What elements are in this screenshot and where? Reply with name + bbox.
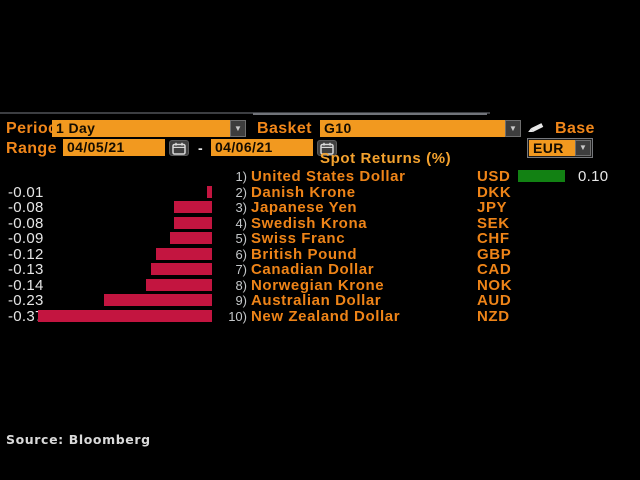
row-rank: 7) bbox=[235, 262, 247, 277]
return-value-negative: -0.37 bbox=[8, 307, 44, 325]
row-rank: 1) bbox=[235, 169, 247, 184]
positive-return-bar bbox=[518, 170, 565, 182]
currency-ticker: GBP bbox=[477, 245, 512, 263]
period-field[interactable]: 1 Day bbox=[52, 120, 230, 137]
currency-ticker: CHF bbox=[477, 230, 510, 247]
chart-title: Spot Returns (%) bbox=[320, 150, 452, 167]
negative-return-bar bbox=[146, 278, 212, 291]
row-rank: 3) bbox=[235, 200, 247, 215]
base-currency-dropdown-arrow-icon[interactable]: ▼ bbox=[575, 140, 591, 156]
currency-row[interactable]: 1) United States Dollar USD 0.10 bbox=[0, 169, 640, 184]
basket-dropdown-arrow-icon[interactable]: ▼ bbox=[505, 120, 521, 137]
return-value-negative: -0.13 bbox=[8, 261, 44, 278]
base-currency-field[interactable]: EUR bbox=[529, 140, 575, 156]
currency-name: Australian Dollar bbox=[251, 292, 382, 309]
range-start-field[interactable]: 04/05/21 bbox=[63, 139, 165, 156]
currency-ticker: NOK bbox=[477, 276, 513, 294]
currency-ticker: CAD bbox=[477, 261, 512, 278]
negative-return-bar bbox=[151, 263, 212, 275]
return-value-negative: -0.14 bbox=[8, 276, 44, 294]
currency-ticker: NZD bbox=[477, 307, 510, 325]
range-end-field[interactable]: 04/06/21 bbox=[211, 139, 313, 156]
negative-return-bar bbox=[38, 309, 212, 322]
range-label: Range bbox=[6, 140, 57, 157]
base-label: Base bbox=[555, 120, 595, 137]
currency-name: Canadian Dollar bbox=[251, 261, 375, 278]
row-rank: 5) bbox=[235, 231, 247, 246]
currency-ticker: USD bbox=[477, 168, 511, 185]
currency-row[interactable]: -0.08 3) Japanese Yen JPY bbox=[0, 200, 640, 215]
currency-row[interactable]: -0.12 6) British Pound GBP bbox=[0, 247, 640, 262]
panel-top-border bbox=[0, 112, 490, 114]
range-end-calendar-icon[interactable] bbox=[317, 140, 337, 156]
period-label: Period bbox=[6, 120, 59, 137]
currency-name: British Pound bbox=[251, 245, 358, 263]
row-rank: 4) bbox=[235, 215, 247, 231]
period-dropdown-arrow-icon[interactable]: ▼ bbox=[230, 120, 246, 137]
currency-row[interactable]: -0.13 7) Canadian Dollar CAD bbox=[0, 262, 640, 277]
return-value-negative: -0.08 bbox=[8, 214, 44, 232]
row-rank: 10) bbox=[228, 308, 247, 324]
currency-name: Norwegian Krone bbox=[251, 276, 385, 294]
annotate-pencil-icon[interactable] bbox=[526, 120, 546, 140]
range-start-calendar-icon[interactable] bbox=[169, 140, 189, 156]
currency-row[interactable]: -0.23 9) Australian Dollar AUD bbox=[0, 293, 640, 308]
currency-row[interactable]: -0.09 5) Swiss Franc CHF bbox=[0, 231, 640, 246]
spot-returns-chart: 1) United States Dollar USD 0.10 -0.01 2… bbox=[0, 169, 640, 339]
base-currency-group: EUR ▼ bbox=[527, 138, 593, 158]
currency-name: New Zealand Dollar bbox=[251, 307, 401, 325]
row-rank: 9) bbox=[235, 293, 247, 308]
currency-row[interactable]: -0.14 8) Norwegian Krone NOK bbox=[0, 278, 640, 293]
currency-row[interactable]: -0.08 4) Swedish Krona SEK bbox=[0, 216, 640, 231]
return-value-positive: 0.10 bbox=[578, 168, 609, 185]
negative-return-bar bbox=[174, 216, 212, 229]
row-rank: 2) bbox=[235, 184, 247, 200]
currency-ticker: DKK bbox=[477, 183, 512, 201]
currency-row[interactable]: -0.01 2) Danish Krone DKK bbox=[0, 185, 640, 200]
range-separator: - bbox=[198, 140, 203, 156]
return-value-negative: -0.01 bbox=[8, 183, 44, 201]
return-value-negative: -0.23 bbox=[8, 292, 44, 309]
negative-return-bar bbox=[174, 201, 212, 213]
return-value-negative: -0.09 bbox=[8, 230, 44, 247]
return-value-negative: -0.12 bbox=[8, 245, 44, 263]
currency-ticker: AUD bbox=[477, 292, 512, 309]
negative-return-bar bbox=[104, 294, 212, 306]
negative-return-bar bbox=[170, 232, 212, 244]
currency-name: Japanese Yen bbox=[251, 199, 358, 216]
row-rank: 6) bbox=[235, 246, 247, 262]
negative-return-bar bbox=[156, 247, 212, 260]
currency-row[interactable]: -0.37 10) New Zealand Dollar NZD bbox=[0, 309, 640, 324]
currency-name: Swiss Franc bbox=[251, 230, 346, 247]
currency-name: Swedish Krona bbox=[251, 214, 368, 232]
currency-name: Danish Krone bbox=[251, 183, 356, 201]
negative-return-bar bbox=[207, 185, 212, 198]
source-attribution: Source: Bloomberg bbox=[6, 432, 151, 447]
basket-label: Basket bbox=[257, 120, 312, 137]
currency-name: United States Dollar bbox=[251, 168, 406, 185]
panel-top-border-highlight bbox=[253, 113, 487, 115]
currency-ticker: JPY bbox=[477, 199, 508, 216]
row-rank: 8) bbox=[235, 277, 247, 293]
basket-field[interactable]: G10 bbox=[320, 120, 505, 137]
currency-ticker: SEK bbox=[477, 214, 510, 232]
return-value-negative: -0.08 bbox=[8, 199, 44, 216]
